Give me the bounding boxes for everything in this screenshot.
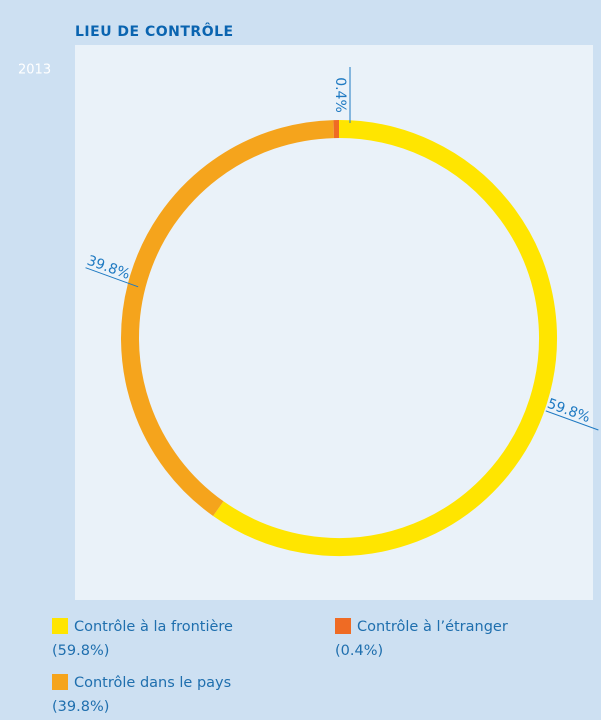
legend-swatch	[335, 618, 351, 634]
legend-value: (0.4%)	[335, 643, 383, 659]
leader-line	[85, 267, 139, 288]
legend-value: (59.8%)	[52, 643, 109, 659]
legend-swatch	[52, 674, 68, 690]
legend-swatch	[52, 618, 68, 634]
value-label: 0.4%	[332, 77, 348, 113]
legend-label: Contrôle à la frontière	[74, 619, 233, 635]
legend-label: Contrôle dans le pays	[74, 675, 231, 691]
legend-value: (39.8%)	[52, 699, 109, 715]
donut-segment	[213, 120, 557, 556]
donut-segment	[121, 120, 334, 516]
chart-title: LIEU DE CONTRÔLE	[75, 22, 234, 40]
leader-line	[545, 410, 599, 431]
legend-label: Contrôle à l’étranger	[357, 619, 508, 635]
year-label: 2013	[18, 63, 51, 78]
